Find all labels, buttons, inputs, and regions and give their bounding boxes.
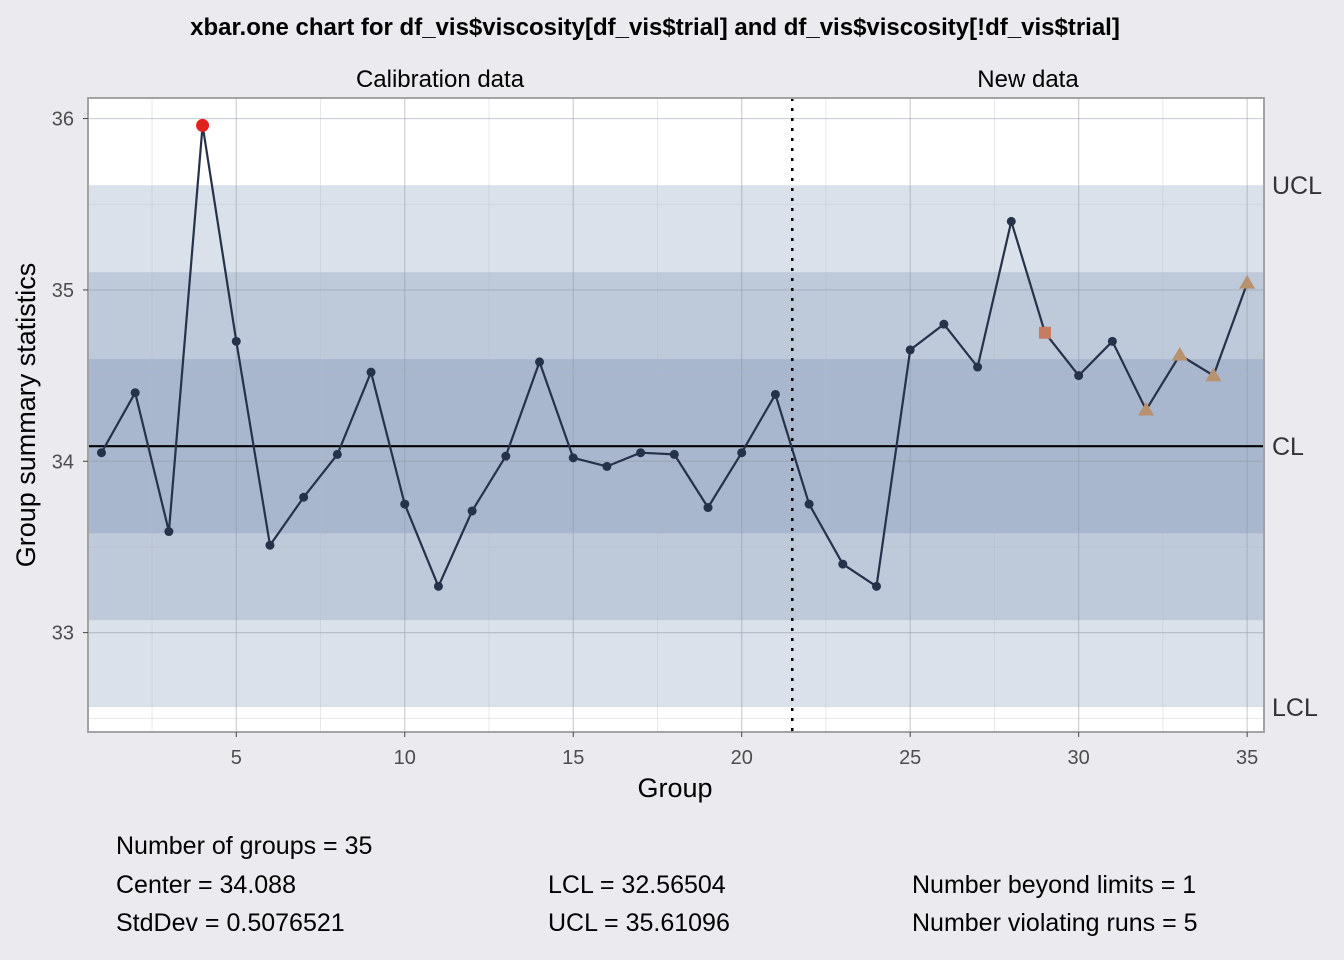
stat-ucl: UCL = 35.61096 <box>548 909 730 937</box>
data-point <box>501 451 511 461</box>
stat-number-of-groups: Number of groups = 35 <box>116 832 373 860</box>
x-tick-label: 30 <box>1068 747 1090 769</box>
data-point <box>770 389 780 399</box>
data-point-violating-run <box>1171 347 1188 361</box>
data-point-violating-run <box>1239 275 1256 289</box>
stat-beyond-limits: Number beyond limits = 1 <box>912 871 1197 899</box>
data-point <box>96 448 106 458</box>
stat-center: Center = 34.088 <box>116 871 296 899</box>
data-point <box>939 319 949 329</box>
data-point <box>265 540 275 550</box>
data-point <box>535 357 545 367</box>
phase-label-calibration: Calibration data <box>356 66 525 93</box>
limit-label-lcl: LCL <box>1272 694 1318 722</box>
data-point <box>636 448 646 458</box>
data-point <box>467 506 477 516</box>
data-point <box>299 492 309 502</box>
data-point <box>366 367 376 377</box>
data-point <box>164 527 174 537</box>
plot-area: 5 10 15 20 25 30 35 33 34 35 36 UCL CL LCL <box>52 97 1322 769</box>
x-tick-label: 35 <box>1236 747 1258 769</box>
x-tick-label: 5 <box>231 747 242 769</box>
data-point <box>804 499 814 509</box>
data-point <box>669 449 679 459</box>
stat-stddev: StdDev = 0.5076521 <box>116 909 345 937</box>
data-point-violating-run <box>1038 326 1051 339</box>
data-point <box>1006 216 1016 226</box>
x-tick-label: 15 <box>562 747 584 769</box>
y-tick-label: 36 <box>52 109 74 131</box>
data-point <box>332 449 342 459</box>
phase-label-new: New data <box>977 66 1079 93</box>
limit-label-ucl: UCL <box>1272 172 1322 200</box>
data-point <box>1074 371 1084 381</box>
data-point <box>737 448 747 458</box>
y-tick-label: 35 <box>52 280 74 302</box>
data-point <box>905 345 915 355</box>
data-point-violating-run <box>1138 401 1155 416</box>
data-point-violating-run <box>1205 367 1222 382</box>
plot-border <box>87 97 1265 733</box>
data-point <box>130 388 140 398</box>
chart-title: xbar.one chart for df_vis$viscosity[df_v… <box>190 14 1120 41</box>
limit-label-cl: CL <box>1272 433 1304 461</box>
y-tick-label: 34 <box>52 451 74 473</box>
data-point <box>1107 336 1117 346</box>
data-point <box>973 362 983 372</box>
data-point <box>400 499 410 509</box>
y-tick-label: 33 <box>52 623 74 645</box>
stat-violating-runs: Number violating runs = 5 <box>912 909 1198 937</box>
x-tick-label: 25 <box>899 747 921 769</box>
data-point <box>602 461 612 471</box>
x-tick-label: 20 <box>731 747 753 769</box>
data-point <box>871 581 881 591</box>
data-point <box>231 336 241 346</box>
data-point <box>433 581 443 591</box>
x-tick-label: 10 <box>394 747 416 769</box>
data-point-beyond-limits <box>196 118 210 132</box>
data-point <box>568 453 578 463</box>
y-axis-label: Group summary statistics <box>11 263 41 568</box>
x-axis-label: Group <box>637 773 712 803</box>
data-point <box>703 503 713 513</box>
data-point <box>838 559 848 569</box>
stat-lcl: LCL = 32.56504 <box>548 871 726 899</box>
